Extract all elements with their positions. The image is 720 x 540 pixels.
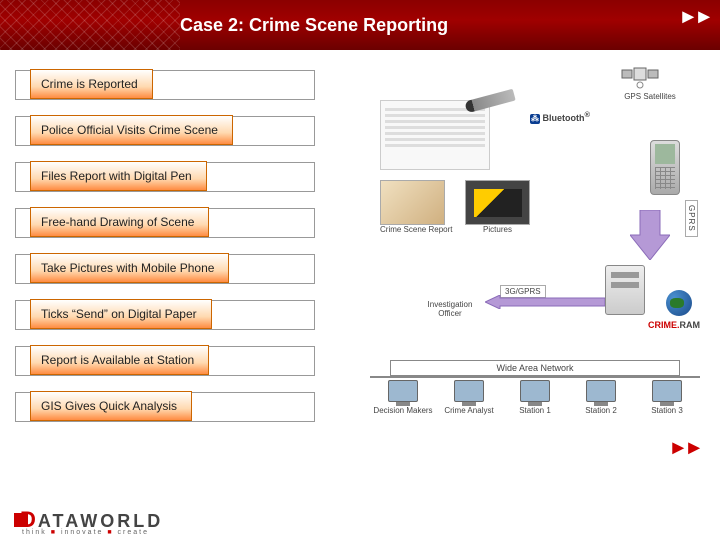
monitor-icon xyxy=(520,380,550,402)
step-label: Police Official Visits Crime Scene xyxy=(30,115,233,145)
stations-row: Decision Makers Crime Analyst Station 1 … xyxy=(370,380,700,415)
globe-icon xyxy=(666,290,692,316)
step-list: Crime is Reported Police Official Visits… xyxy=(15,70,335,438)
step-item: Crime is Reported xyxy=(15,70,315,100)
footer-bar: D ATAWORLD think ■ innovate ■ create xyxy=(0,500,720,540)
content-area: Crime is Reported Police Official Visits… xyxy=(0,50,720,500)
digital-pen-icon xyxy=(464,89,515,114)
step-label: Crime is Reported xyxy=(30,69,153,99)
step-item: GIS Gives Quick Analysis xyxy=(15,392,315,422)
station-label: Station 3 xyxy=(637,406,697,415)
pictures-node: Pictures xyxy=(465,180,530,234)
station-label: Crime Analyst xyxy=(439,406,499,415)
monitor-icon xyxy=(454,380,484,402)
station-label: Station 1 xyxy=(505,406,565,415)
step-label: Ticks “Send” on Digital Paper xyxy=(30,299,212,329)
gprs-label: GPRS xyxy=(685,200,698,237)
mobile-phone-icon xyxy=(650,140,680,195)
down-arrow-icon xyxy=(630,210,670,260)
step-label: GIS Gives Quick Analysis xyxy=(30,391,192,421)
step-label: Take Pictures with Mobile Phone xyxy=(30,253,229,283)
left-arrow-icon xyxy=(485,295,605,309)
crimeram-label: CRIME.RAM xyxy=(648,320,700,330)
step-label: Report is Available at Station xyxy=(30,345,209,375)
step-label: Files Report with Digital Pen xyxy=(30,161,207,191)
monitor-icon xyxy=(652,380,682,402)
station-label: Station 2 xyxy=(571,406,631,415)
step-item: Report is Available at Station xyxy=(15,346,315,376)
workflow-diagram: GPS Satellites ⁂ Bluetooth® GPRS Crime S… xyxy=(370,60,710,490)
step-item: Ticks “Send” on Digital Paper xyxy=(15,300,315,330)
report-illustration xyxy=(380,180,445,225)
step-item: Police Official Visits Crime Scene xyxy=(15,116,315,146)
station-node: Station 3 xyxy=(637,380,697,415)
step-item: Free-hand Drawing of Scene xyxy=(15,208,315,238)
step-label: Free-hand Drawing of Scene xyxy=(30,207,209,237)
bluetooth-label: ⁂ Bluetooth® xyxy=(530,110,590,124)
crime-scene-report-node: Crime Scene Report xyxy=(380,180,452,234)
crimeram-black: RAM xyxy=(680,320,701,330)
wan-label: Wide Area Network xyxy=(390,360,680,376)
nav-arrows-top[interactable]: ►► xyxy=(678,6,710,29)
satellite-node: GPS Satellites xyxy=(620,60,680,101)
bluetooth-icon: ⁂ xyxy=(530,114,540,124)
station-node: Crime Analyst xyxy=(439,380,499,415)
server-icon xyxy=(605,265,645,315)
investigator-label: Investigation Officer xyxy=(420,300,480,318)
station-node: Station 1 xyxy=(505,380,565,415)
station-label: Decision Makers xyxy=(373,406,433,415)
station-node: Decision Makers xyxy=(373,380,433,415)
wan-section: Wide Area Network xyxy=(370,360,700,378)
csr-label: Crime Scene Report xyxy=(380,225,452,234)
station-node: Station 2 xyxy=(571,380,631,415)
tagline: think ■ innovate ■ create xyxy=(22,529,149,536)
step-item: Files Report with Digital Pen xyxy=(15,162,315,192)
page-title: Case 2: Crime Scene Reporting xyxy=(180,15,448,36)
bluetooth-text: Bluetooth xyxy=(543,113,585,123)
step-item: Take Pictures with Mobile Phone xyxy=(15,254,315,284)
nav-arrows-bottom[interactable]: ►► xyxy=(668,437,700,460)
crimeram-red: CRIME. xyxy=(648,320,680,330)
monitor-icon xyxy=(586,380,616,402)
pictures-label: Pictures xyxy=(465,225,530,234)
monitor-icon xyxy=(388,380,418,402)
header-bar: Case 2: Crime Scene Reporting ►► xyxy=(0,0,720,50)
satellite-icon xyxy=(620,60,660,90)
header-pattern xyxy=(0,0,180,50)
satellite-label: GPS Satellites xyxy=(620,92,680,101)
pictures-illustration xyxy=(465,180,530,225)
